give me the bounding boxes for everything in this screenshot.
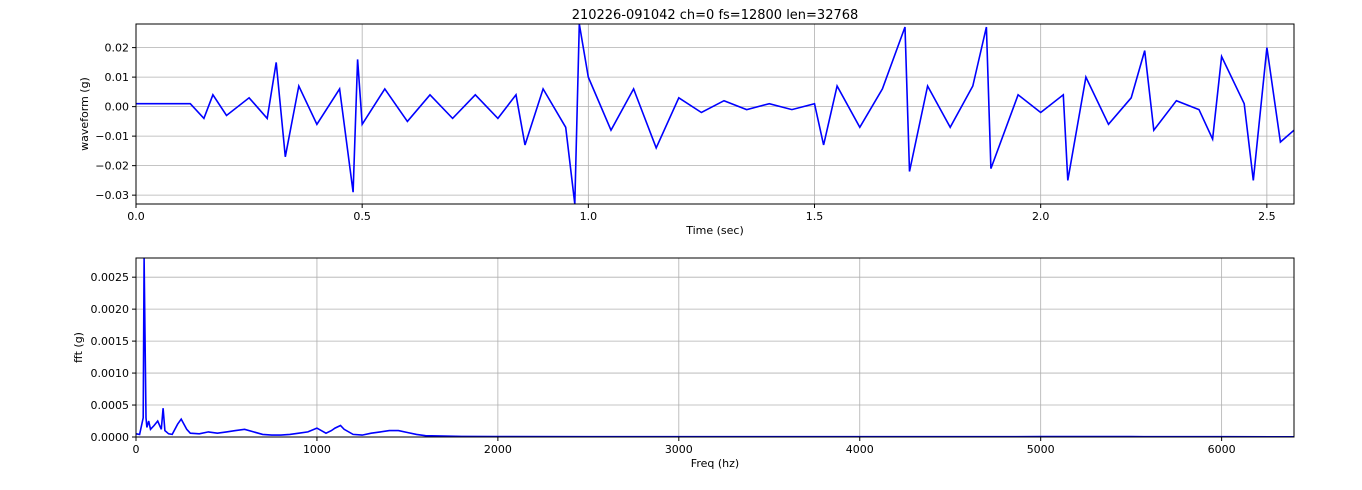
waveform-x-tick-label: 0.5	[353, 210, 371, 223]
fft-x-ticks: 0 1000 2000 3000 4000 5000 6000	[133, 437, 1236, 456]
waveform-grid	[135, 24, 1294, 204]
waveform-y-tick-label: 0.02	[105, 42, 130, 55]
fft-series-line	[136, 258, 1294, 437]
fft-axes-frame	[135, 257, 1295, 438]
fft-y-axis-label: fft (g)	[72, 332, 85, 363]
waveform-y-tick-label: 0.00	[105, 101, 130, 114]
fft-series	[136, 258, 1294, 437]
fft-x-tick-label: 6000	[1208, 443, 1236, 456]
waveform-x-tick-label: 2.5	[1258, 210, 1276, 223]
waveform-chart: 0.0 0.5 1.0 1.5 2.0 2.5 −0.03 −0.02 −0.01 0.00 0.…	[78, 8, 1295, 237]
fft-y-tick-label: 0.0010	[91, 367, 130, 380]
fft-y-tick-label: 0.0020	[91, 303, 130, 316]
waveform-y-tick-label: −0.02	[95, 160, 129, 173]
fft-y-tick-label: 0.0000	[91, 431, 130, 444]
waveform-series-line	[136, 24, 1294, 204]
waveform-y-tick-label: −0.01	[95, 130, 129, 143]
waveform-y-tick-label: −0.03	[95, 189, 129, 202]
fft-y-ticks: 0.0000 0.0005 0.0010 0.0015 0.0020 0.0025	[91, 271, 136, 444]
waveform-y-axis-label: waveform (g)	[78, 77, 91, 151]
fft-chart: 0 1000 2000 3000 4000 5000 6000 0.00000.00050.…	[72, 257, 1295, 470]
waveform-x-ticks: 0.0 0.5 1.0 1.5 2.0 2.5	[127, 204, 1276, 223]
waveform-x-tick-label: 0.0	[127, 210, 145, 223]
waveform-axes-frame	[135, 23, 1295, 205]
fft-y-tick-label: 0.0025	[91, 271, 130, 284]
waveform-x-tick-label: 1.5	[806, 210, 824, 223]
fft-x-tick-label: 2000	[484, 443, 512, 456]
fft-x-tick-label: 1000	[303, 443, 331, 456]
waveform-x-tick-label: 2.0	[1032, 210, 1050, 223]
waveform-x-tick-label: 1.0	[580, 210, 598, 223]
fft-y-tick-label: 0.0015	[91, 335, 130, 348]
fft-x-tick-label: 3000	[665, 443, 693, 456]
waveform-y-tick-label: 0.01	[105, 71, 130, 84]
waveform-series	[136, 24, 1294, 204]
fft-x-tick-label: 5000	[1027, 443, 1055, 456]
fft-x-tick-label: 4000	[846, 443, 874, 456]
waveform-title: 210226-091042 ch=0 fs=12800 len=32768	[572, 8, 859, 23]
fft-grid	[135, 258, 1294, 438]
fft-y-tick-label: 0.0005	[91, 399, 130, 412]
fft-x-tick-label: 0	[133, 443, 140, 456]
waveform-x-axis-label: Time (sec)	[685, 224, 744, 237]
fft-x-axis-label: Freq (hz)	[691, 457, 739, 470]
waveform-y-ticks: −0.03 −0.02 −0.01 0.00 0.01 0.02	[95, 42, 136, 202]
